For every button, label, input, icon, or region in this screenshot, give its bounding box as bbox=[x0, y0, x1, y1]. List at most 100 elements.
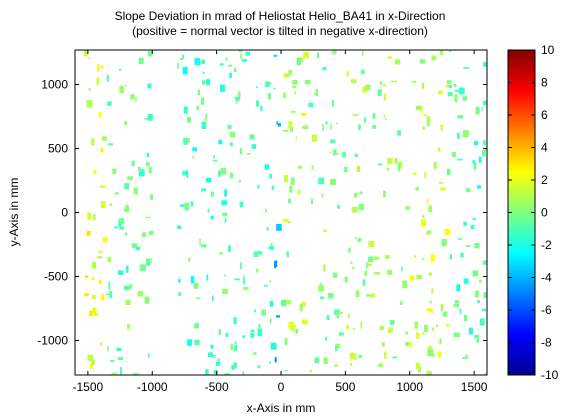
map-cell bbox=[444, 228, 451, 235]
map-cell bbox=[453, 83, 457, 87]
map-cell bbox=[107, 143, 113, 146]
map-cell bbox=[381, 342, 385, 347]
map-cell bbox=[201, 188, 207, 192]
colorbar-tick-label: 8 bbox=[541, 76, 548, 90]
map-cell bbox=[447, 168, 451, 176]
map-cell bbox=[465, 354, 468, 360]
map-cell bbox=[360, 69, 365, 75]
map-cell bbox=[269, 173, 272, 179]
map-cell bbox=[384, 255, 390, 259]
map-cell bbox=[454, 89, 460, 93]
map-cell bbox=[303, 51, 309, 59]
map-cell bbox=[213, 155, 215, 159]
map-cell bbox=[408, 342, 413, 348]
y-tick-label: -1000 bbox=[37, 333, 68, 347]
map-cell bbox=[187, 117, 192, 123]
map-cell bbox=[286, 251, 290, 258]
chart-subtitle: (positive = normal vector is tilted in n… bbox=[132, 24, 428, 38]
map-cell bbox=[320, 283, 322, 285]
map-cell bbox=[421, 82, 425, 89]
map-cell bbox=[414, 321, 418, 329]
map-cell bbox=[265, 208, 267, 213]
map-cell bbox=[218, 139, 223, 145]
map-cell bbox=[367, 263, 372, 267]
map-cell bbox=[225, 332, 229, 338]
map-cell bbox=[218, 170, 221, 177]
map-cell bbox=[258, 324, 261, 331]
map-cell bbox=[276, 315, 281, 318]
map-cell bbox=[439, 338, 442, 345]
map-cell bbox=[485, 147, 487, 151]
map-cell bbox=[439, 50, 444, 56]
map-cell bbox=[308, 102, 314, 108]
map-cell bbox=[421, 332, 425, 335]
map-cell bbox=[483, 61, 487, 67]
map-cell bbox=[474, 243, 480, 249]
map-cell bbox=[109, 290, 113, 299]
map-cell bbox=[482, 100, 487, 105]
map-cell bbox=[325, 336, 328, 341]
map-cell bbox=[256, 86, 258, 88]
map-cell bbox=[266, 82, 272, 85]
map-cell bbox=[278, 123, 281, 127]
map-cell bbox=[86, 100, 93, 108]
map-cell bbox=[472, 160, 476, 164]
map-cell bbox=[221, 200, 228, 206]
map-cell bbox=[201, 97, 205, 105]
map-cell bbox=[239, 148, 243, 155]
map-cell bbox=[446, 80, 452, 84]
map-cell bbox=[415, 187, 419, 191]
map-cell bbox=[420, 219, 427, 227]
map-cell bbox=[101, 136, 107, 141]
map-cell bbox=[264, 164, 270, 170]
map-cell bbox=[347, 314, 350, 319]
map-cell bbox=[193, 282, 199, 289]
map-cell bbox=[145, 162, 150, 167]
map-cell bbox=[213, 370, 218, 374]
map-cell bbox=[423, 114, 427, 117]
map-cell bbox=[237, 91, 241, 98]
map-cell bbox=[116, 347, 122, 352]
map-cell bbox=[481, 107, 484, 111]
map-cell bbox=[365, 84, 371, 91]
map-cell bbox=[338, 332, 344, 336]
map-cell bbox=[99, 279, 102, 284]
colorbar-tick-label: -10 bbox=[541, 368, 559, 382]
map-cell bbox=[148, 258, 152, 264]
map-cell bbox=[462, 130, 469, 138]
map-cell bbox=[392, 356, 398, 359]
map-cell bbox=[257, 365, 261, 369]
map-cell bbox=[239, 201, 244, 208]
map-cell bbox=[361, 51, 364, 56]
map-cell bbox=[144, 296, 150, 304]
map-cell bbox=[268, 93, 271, 100]
map-cell bbox=[269, 301, 274, 307]
map-cell bbox=[438, 90, 443, 95]
map-cell bbox=[438, 182, 443, 184]
map-cell bbox=[382, 84, 387, 87]
map-cell bbox=[238, 180, 242, 183]
map-cell bbox=[270, 342, 277, 350]
map-cell bbox=[373, 256, 379, 260]
map-cell bbox=[286, 299, 292, 305]
map-cell bbox=[348, 247, 351, 253]
colorbar-tick-label: -6 bbox=[541, 303, 552, 317]
map-cell bbox=[311, 198, 313, 205]
map-cell bbox=[180, 204, 185, 207]
map-cell bbox=[333, 149, 337, 156]
map-cell bbox=[249, 134, 255, 140]
map-cell bbox=[465, 188, 471, 193]
map-cell bbox=[428, 205, 432, 213]
map-cell bbox=[107, 256, 112, 263]
map-cell bbox=[224, 218, 227, 224]
map-cell bbox=[377, 89, 382, 97]
map-cell bbox=[476, 185, 482, 189]
map-cell bbox=[149, 230, 154, 235]
map-cell bbox=[452, 152, 456, 157]
y-tick-label: 0 bbox=[61, 206, 68, 220]
map-cell bbox=[125, 204, 129, 212]
map-cell bbox=[138, 167, 141, 172]
map-cell bbox=[412, 80, 417, 83]
map-cell bbox=[453, 332, 460, 338]
map-cell bbox=[332, 50, 337, 55]
